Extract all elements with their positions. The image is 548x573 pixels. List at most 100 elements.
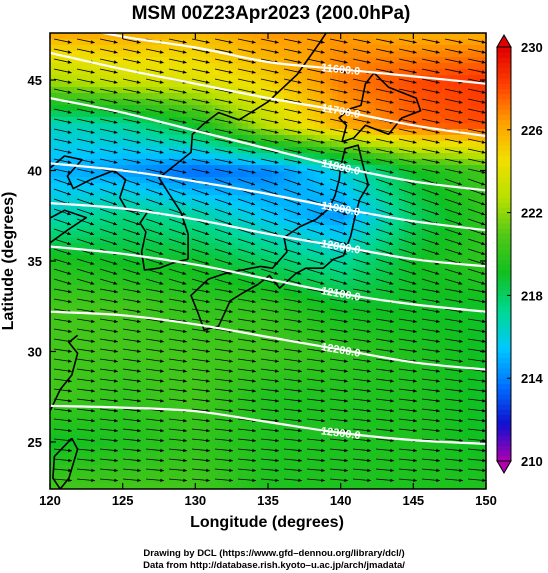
temperature-cell <box>374 51 381 58</box>
temperature-cell <box>434 243 441 250</box>
temperature-cell <box>284 321 291 328</box>
temperature-cell <box>86 411 93 418</box>
temperature-cell <box>254 285 261 292</box>
temperature-cell <box>332 75 339 82</box>
temperature-cell <box>308 159 315 166</box>
temperature-cell <box>332 369 339 376</box>
temperature-cell <box>62 297 69 304</box>
temperature-cell <box>326 423 333 430</box>
temperature-cell <box>86 267 93 274</box>
temperature-cell <box>134 315 141 322</box>
temperature-cell <box>458 291 465 298</box>
temperature-cell <box>320 279 327 286</box>
temperature-cell <box>416 231 423 238</box>
temperature-cell <box>386 225 393 232</box>
temperature-cell <box>308 249 315 256</box>
temperature-cell <box>170 111 177 118</box>
temperature-cell <box>56 291 63 298</box>
temperature-cell <box>80 243 87 250</box>
temperature-cell <box>266 405 273 412</box>
temperature-cell <box>116 309 123 316</box>
temperature-cell <box>344 417 351 424</box>
temperature-cell <box>458 279 465 286</box>
temperature-cell <box>158 435 165 442</box>
temperature-cell <box>290 123 297 130</box>
temperature-cell <box>482 327 486 334</box>
temperature-cell <box>416 159 423 166</box>
temperature-cell <box>374 243 381 250</box>
temperature-cell <box>272 327 279 334</box>
temperature-cell <box>380 393 387 400</box>
temperature-cell <box>200 99 207 106</box>
temperature-cell <box>104 309 111 316</box>
temperature-cell <box>470 387 477 394</box>
temperature-cell <box>428 33 435 40</box>
temperature-cell <box>74 261 81 268</box>
temperature-cell <box>344 69 351 76</box>
temperature-cell <box>152 237 159 244</box>
temperature-cell <box>308 369 315 376</box>
temperature-cell <box>416 225 423 232</box>
temperature-cell <box>380 345 387 352</box>
temperature-cell <box>236 123 243 130</box>
temperature-cell <box>164 297 171 304</box>
temperature-cell <box>320 327 327 334</box>
temperature-cell <box>200 405 207 412</box>
temperature-cell <box>164 429 171 436</box>
temperature-cell <box>266 45 273 52</box>
temperature-cell <box>194 429 201 436</box>
temperature-cell <box>128 423 135 430</box>
temperature-cell <box>206 99 213 106</box>
temperature-cell <box>338 63 345 70</box>
temperature-cell <box>338 69 345 76</box>
temperature-cell <box>128 99 135 106</box>
temperature-cell <box>398 231 405 238</box>
temperature-cell <box>206 297 213 304</box>
temperature-cell <box>284 297 291 304</box>
temperature-cell <box>326 135 333 142</box>
temperature-cell <box>422 309 429 316</box>
temperature-cell <box>446 315 453 322</box>
temperature-cell <box>446 213 453 220</box>
temperature-cell <box>278 387 285 394</box>
temperature-cell <box>326 261 333 268</box>
temperature-cell <box>392 231 399 238</box>
temperature-cell <box>368 165 375 172</box>
temperature-cell <box>308 357 315 364</box>
temperature-cell <box>302 261 309 268</box>
temperature-cell <box>434 381 441 388</box>
temperature-cell <box>110 237 117 244</box>
temperature-cell <box>374 219 381 226</box>
temperature-cell <box>434 423 441 430</box>
temperature-cell <box>278 147 285 154</box>
temperature-cell <box>332 195 339 202</box>
temperature-cell <box>230 417 237 424</box>
temperature-cell <box>290 393 297 400</box>
temperature-cell <box>56 327 63 334</box>
temperature-cell <box>368 87 375 94</box>
temperature-cell <box>80 405 87 412</box>
temperature-cell <box>50 285 57 292</box>
temperature-cell <box>482 177 486 184</box>
temperature-cell <box>350 333 357 340</box>
temperature-cell <box>446 387 453 394</box>
temperature-cell <box>158 369 165 376</box>
temperature-cell <box>260 345 267 352</box>
temperature-cell <box>74 441 81 448</box>
temperature-cell <box>260 219 267 226</box>
temperature-cell <box>350 423 357 430</box>
temperature-cell <box>458 213 465 220</box>
temperature-cell <box>50 45 57 52</box>
temperature-cell <box>266 129 273 136</box>
temperature-cell <box>164 441 171 448</box>
temperature-cell <box>386 291 393 298</box>
temperature-cell <box>434 147 441 154</box>
temperature-cell <box>266 39 273 46</box>
temperature-cell <box>428 141 435 148</box>
temperature-cell <box>272 111 279 118</box>
temperature-cell <box>380 237 387 244</box>
temperature-cell <box>50 183 57 190</box>
temperature-cell <box>380 99 387 106</box>
temperature-cell <box>56 393 63 400</box>
temperature-cell <box>344 123 351 130</box>
